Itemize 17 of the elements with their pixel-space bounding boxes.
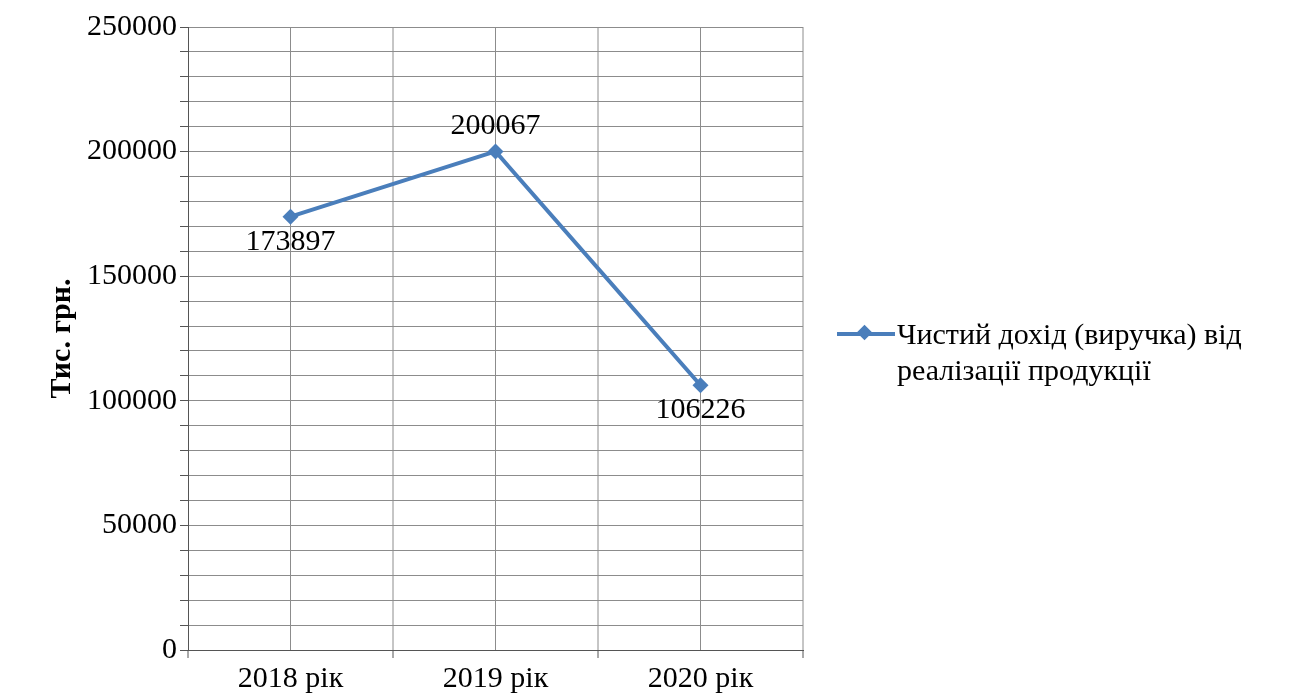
data-label: 106226 xyxy=(655,391,746,425)
x-tick-label: 2020 рік xyxy=(647,659,754,693)
point xyxy=(692,377,709,394)
y-tick-label: 0 xyxy=(162,630,177,664)
y-tick-label: 250000 xyxy=(87,7,177,41)
y-tick-label: 200000 xyxy=(87,132,177,166)
y-axis-title: Тис. грн. xyxy=(42,278,76,399)
point xyxy=(282,208,299,225)
y-tick-label: 50000 xyxy=(102,506,177,540)
y-tick-label: 150000 xyxy=(87,257,177,291)
x-tick-label: 2019 рік xyxy=(442,659,549,693)
x-tick-label: 2018 рік xyxy=(237,659,344,693)
data-label: 200067 xyxy=(450,107,541,141)
point xyxy=(487,143,504,160)
y-tick-label: 100000 xyxy=(87,381,177,415)
legend-label: Чистий дохід (виручка) від реалізації продукції xyxy=(897,316,1243,388)
data-label: 173897 xyxy=(245,222,336,256)
